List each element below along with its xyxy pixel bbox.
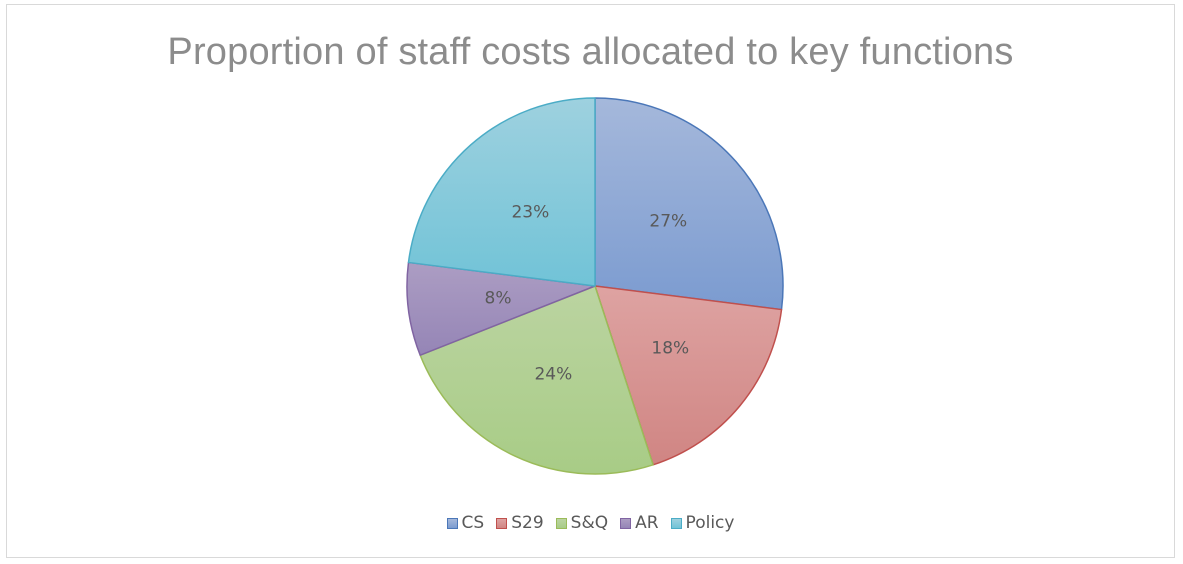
legend-item-cs: CS: [446, 513, 485, 533]
pie-slice-s29: [594, 285, 783, 466]
pie-slice-policy: [407, 97, 596, 287]
legend-label-cs: CS: [461, 513, 485, 533]
chart-title: Proportion of staff costs allocated to k…: [167, 31, 1014, 73]
data-label-ar: 8%: [485, 288, 512, 308]
legend-swatch-ar: [620, 517, 632, 529]
data-label-s29: 18%: [651, 338, 689, 358]
pie-slice-cs: [594, 97, 784, 311]
legend-item-ar: AR: [620, 513, 659, 533]
data-label-sq: 24%: [534, 364, 572, 384]
legend-swatch-cs: [446, 517, 458, 529]
legend-item-sq: S&Q: [555, 513, 609, 533]
pie-chart: 27% 18% 24% 8% 23%: [406, 97, 784, 475]
chart-area: Proportion of staff costs allocated to k…: [6, 4, 1175, 558]
legend-label-s29: S29: [511, 513, 544, 533]
legend-item-policy: Policy: [670, 513, 735, 533]
legend-label-policy: Policy: [685, 513, 735, 533]
data-label-cs: 27%: [649, 211, 687, 231]
legend-swatch-sq: [555, 517, 567, 529]
legend-label-sq: S&Q: [570, 513, 609, 533]
legend-item-s29: S29: [496, 513, 544, 533]
legend-swatch-s29: [496, 517, 508, 529]
legend-label-ar: AR: [635, 513, 659, 533]
data-label-policy: 23%: [511, 203, 549, 223]
pie-slice-ar: [406, 261, 596, 356]
legend: CS S29 S&Q AR Policy: [7, 513, 1174, 533]
pie-slice-sq: [419, 285, 654, 475]
legend-swatch-policy: [670, 517, 682, 529]
